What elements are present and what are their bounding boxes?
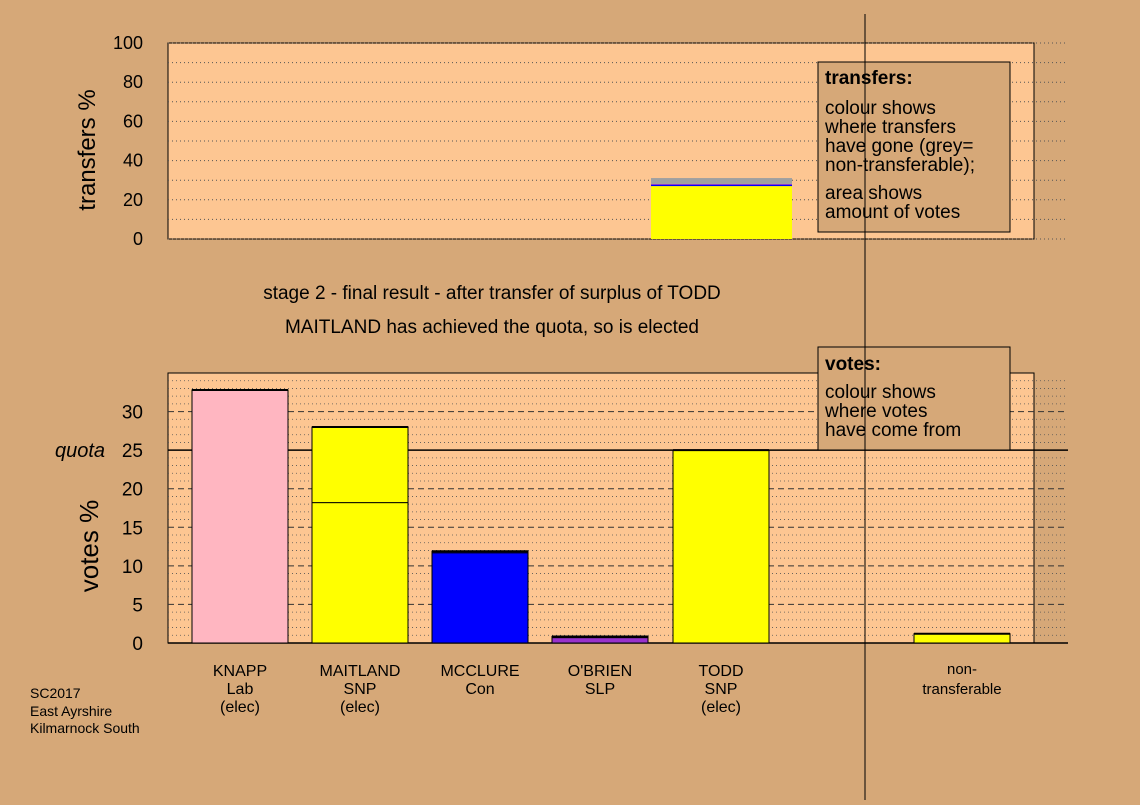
transfers-y-tick-label: 60 [123,111,143,131]
transfers-legend-heading: transfers: [825,68,913,89]
votes-y-tick-label: 5 [132,595,143,616]
quota-label: quota [55,440,105,462]
transfers-legend-line: amount of votes [825,202,960,223]
candidate-label: TODD [698,663,743,680]
footer-line: East Ayrshire [30,703,112,719]
vote-segment [672,449,770,644]
candidate-label: SLP [585,681,615,698]
transfers-y-tick-label: 100 [113,33,143,53]
votes-y-tick-label: 30 [122,403,143,424]
votes-legend-line: have come from [825,420,961,441]
stage-subtitle: MAITLAND has achieved the quota, so is e… [285,317,699,338]
candidate-label: MCCLURE [440,663,519,680]
transfers-legend-line: where transfers [824,117,956,138]
candidate-label: Lab [227,681,254,698]
footer-line: SC2017 [30,685,81,701]
transfers-legend-line: colour shows [825,98,936,119]
vote-segment [191,389,289,644]
transfers-y-tick-label: 80 [123,72,143,92]
transfers-bars [651,178,792,239]
candidate-label: (elec) [701,699,741,716]
vote-segment [551,637,649,644]
votes-legend-box: votes: colour shows where votes have com… [817,346,1011,451]
votes-y-tick-label: 0 [132,634,143,655]
votes-y-axis-label: votes % [74,500,104,593]
transfers-legend-line: non-transferable); [825,155,975,176]
candidate-label: (elec) [340,699,380,716]
footer-line: Kilmarnock South [30,720,140,736]
stage-title: stage 2 - final result - after transfer … [263,283,721,304]
votes-y-tick-label: 20 [122,480,143,501]
candidate-label: SNP [344,681,377,698]
transfer-segment [651,184,792,187]
transfers-y-axis-label: transfers % [74,89,101,210]
nontransferable-label: transferable [922,681,1001,698]
candidate-label: O'BRIEN [568,663,632,680]
transfer-segment [651,186,792,239]
transfers-y-tick-label: 40 [123,151,143,171]
transfers-legend-line: area shows [825,183,922,204]
candidate-label: (elec) [220,699,260,716]
candidate-label: KNAPP [213,663,267,680]
transfers-y-ticks: 0 20 40 60 80 100 [113,33,143,249]
transfers-y-tick-label: 20 [123,190,143,210]
candidate-label: Con [465,681,494,698]
votes-legend-heading: votes: [825,354,881,375]
vote-segment [311,502,409,644]
transfers-legend-line: have gone (grey= [825,136,973,157]
votes-y-tick-label: 10 [122,557,143,578]
nontransferable-label: non- [947,661,977,678]
votes-legend-line: where votes [824,401,927,422]
transfer-segment [651,183,792,185]
candidate-labels: KNAPPLab(elec)MAITLANDSNP(elec)MCCLURECo… [213,663,744,716]
votes-y-tick-label: 15 [122,518,143,539]
candidate-label: MAITLAND [320,663,401,680]
votes-legend-line: colour shows [825,382,936,403]
votes-bars [191,388,1011,644]
candidate-label: SNP [705,681,738,698]
votes-y-tick-label: 25 [122,441,143,462]
transfers-y-tick-label: 0 [133,229,143,249]
votes-y-ticks: 0 5 10 15 20 25 30 [122,403,143,655]
vote-segment [311,426,409,504]
vote-segment [913,633,1011,644]
vote-segment [431,552,529,644]
transfers-legend-box: transfers: colour shows where transfers … [817,61,1011,233]
transfer-segment [651,178,792,184]
